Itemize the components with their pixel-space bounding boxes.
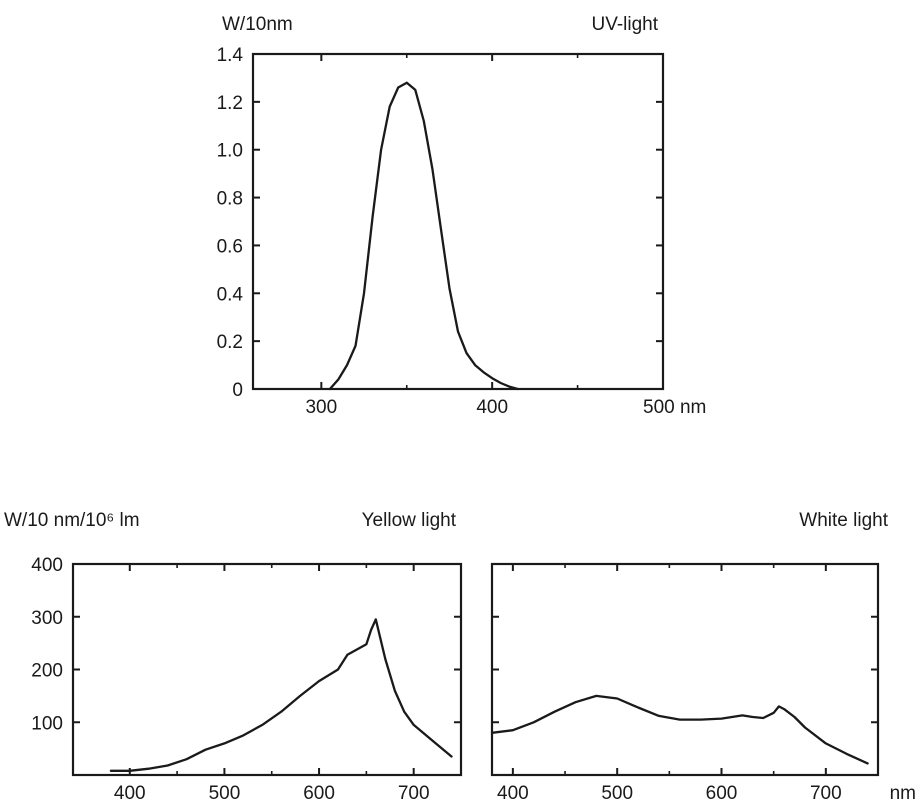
uv-y-tick-label: 1.4 [217,45,244,66]
white-plot-area [490,562,880,777]
yellow-y-tick-label: 400 [31,555,63,576]
white-x-tick-label: 400 [497,783,529,804]
x-axis-unit-label: nm [890,783,916,804]
uv-series [328,81,519,391]
uv-axis-ticks: 300 400 500 nm 0 0.2 0.4 0.6 0.8 1.0 1.2 1.4 [217,45,707,418]
yellow-y-tick-label: 300 [31,608,63,629]
uv-y-axis-label: W/10nm [222,14,293,35]
uv-y-tick-label: 0.2 [217,332,243,353]
uv-x-tick-label: 400 [476,397,508,418]
yellow-x-tick-label: 400 [114,783,146,804]
yellow-series [109,618,453,772]
uv-chart-title: UV-light [591,14,658,35]
yellow-x-tick-label: 700 [398,783,430,804]
yellow-plot-area [71,562,463,777]
uv-spectrum-line [328,81,519,391]
yellow-chart-title: Yellow light [362,510,457,531]
yellow-y-axis-label: W/10 nm/10⁶ lm [4,510,140,531]
uv-y-tick-label: 0.6 [217,236,243,257]
yellow-plot-frame [71,562,463,777]
yellow-y-tick-label: 200 [31,661,63,682]
white-x-tick-label: 500 [601,783,633,804]
uv-x-tick-label: 500 nm [643,397,706,418]
uv-plot-frame [251,52,665,391]
yellow-spectrum-line [109,618,453,772]
white-plot-frame [490,562,880,777]
uv-y-tick-label: 1.2 [217,93,243,114]
uv-y-tick-label: 1.0 [217,141,243,162]
white-chart-title: White light [799,510,888,531]
uv-y-tick-label: 0.4 [217,284,244,305]
yellow-y-tick-label: 100 [31,713,63,734]
uv-x-tick-label: 300 [305,397,337,418]
white-x-tick-label: 700 [810,783,842,804]
uv-y-tick-label: 0.8 [217,189,243,210]
yellow-axis-ticks: 400 500 600 700 100 200 300 400 [31,555,461,804]
uv-y-tick-label: 0 [232,380,243,401]
white-x-tick-label: 600 [706,783,738,804]
white-series [490,694,869,765]
white-spectrum-line [490,694,869,765]
yellow-x-tick-label: 500 [209,783,241,804]
yellow-x-tick-label: 600 [303,783,335,804]
uv-plot-area [251,52,665,391]
white-axis-ticks: 400 500 600 700 [492,564,878,804]
